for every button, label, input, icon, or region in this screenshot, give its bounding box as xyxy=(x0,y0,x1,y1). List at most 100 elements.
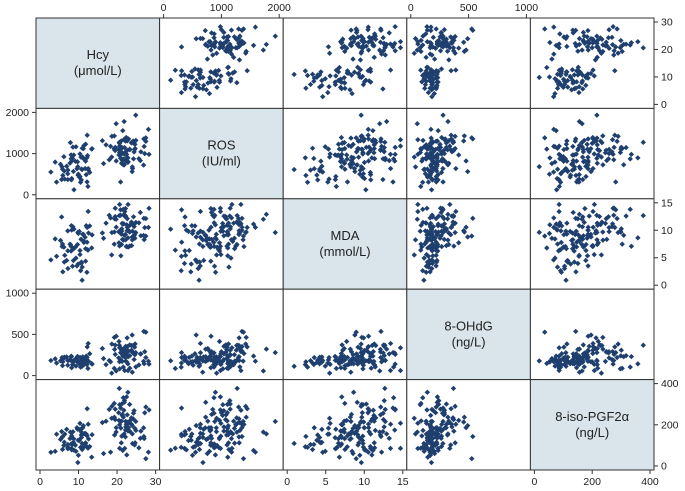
scatter-point xyxy=(423,263,430,269)
scatter-point xyxy=(370,407,377,413)
scatter-point xyxy=(365,424,372,431)
scatter-point xyxy=(315,177,321,183)
scatter-point xyxy=(594,349,600,356)
scatter-point xyxy=(303,433,309,440)
scatter-point xyxy=(119,220,125,227)
scatter-point xyxy=(113,121,119,127)
scatter-point xyxy=(579,154,586,160)
scatter-point xyxy=(316,434,323,441)
y-tick-label: 1000 xyxy=(6,148,30,160)
scatter-point xyxy=(336,454,343,460)
scatter-point xyxy=(365,333,372,339)
scatter-point xyxy=(212,212,218,218)
scatter-point xyxy=(342,400,348,407)
scatter-point xyxy=(89,232,95,238)
scatter-point xyxy=(338,365,344,371)
scatter-point xyxy=(109,154,115,160)
scatter-point xyxy=(233,219,240,225)
scatter-point xyxy=(214,84,220,91)
scatter-point xyxy=(602,358,609,365)
scatter-point xyxy=(342,365,348,372)
scatter-point xyxy=(628,353,635,360)
scatter-point xyxy=(564,138,570,144)
scatter-point xyxy=(450,385,457,392)
scatter-point xyxy=(347,87,353,93)
scatter-point xyxy=(377,368,383,374)
scatter-point xyxy=(291,363,297,369)
scatter-point xyxy=(118,253,124,259)
scatter-point xyxy=(564,231,570,237)
scatter-point xyxy=(361,424,367,431)
scatter-point xyxy=(373,415,379,421)
scatter-point xyxy=(106,357,112,364)
scatter-point xyxy=(368,365,374,371)
scatter-point xyxy=(435,68,441,75)
scatter-point xyxy=(178,89,185,96)
scatter-point xyxy=(218,27,225,33)
scatter-point xyxy=(208,209,215,216)
scatter-point xyxy=(640,342,646,348)
scatter-point xyxy=(78,154,84,160)
scatter-point xyxy=(437,425,443,432)
scatter-point xyxy=(444,432,451,438)
scatter-point xyxy=(178,44,185,50)
scatter-point xyxy=(77,179,84,185)
scatter-point xyxy=(420,219,426,226)
scatter-point xyxy=(70,429,76,435)
scatter-point xyxy=(227,226,233,232)
scatter-point xyxy=(428,436,435,443)
scatter-point xyxy=(122,231,129,238)
scatter-point xyxy=(73,448,79,454)
scatter-point xyxy=(573,269,579,275)
scatter-point xyxy=(218,73,224,79)
scatter-point xyxy=(576,253,582,259)
scatter-point xyxy=(444,216,451,222)
scatter-point xyxy=(377,121,383,127)
scatter-point xyxy=(211,243,217,250)
scatter-point xyxy=(348,361,354,367)
scatter-point xyxy=(143,215,149,222)
scatter-point xyxy=(440,165,446,172)
scatter-point xyxy=(433,259,440,265)
scatter-point xyxy=(145,224,152,231)
scatter-point xyxy=(77,251,83,258)
y-tick-label: 15 xyxy=(661,197,673,209)
scatter-point xyxy=(390,405,396,411)
scatter-point xyxy=(116,201,123,208)
scatter-point xyxy=(451,146,457,153)
scatter-point xyxy=(433,73,439,79)
scatter-point xyxy=(635,235,641,241)
scatter-point xyxy=(119,412,125,419)
scatter-point xyxy=(361,175,368,182)
scatter-point xyxy=(80,423,87,429)
scatter-point xyxy=(182,214,188,220)
scatter-point xyxy=(129,168,135,175)
x-tick-label: 0 xyxy=(284,476,290,488)
scatter-point xyxy=(77,354,83,361)
scatter-cell xyxy=(282,379,408,471)
scatter-point xyxy=(133,112,139,118)
scatter-point xyxy=(423,156,429,162)
scatter-point xyxy=(79,277,85,283)
scatter-point xyxy=(60,172,66,179)
scatter-point xyxy=(332,446,339,452)
scatter-point xyxy=(311,425,317,431)
scatter-point xyxy=(131,232,138,238)
scatter-point xyxy=(82,440,89,446)
scatter-point xyxy=(418,183,424,190)
scatter-point xyxy=(333,73,339,79)
scatter-point xyxy=(53,179,60,185)
scatter-point xyxy=(237,427,243,434)
scatter-point xyxy=(574,179,580,185)
scatter-point xyxy=(57,358,64,364)
scatter-point xyxy=(227,205,233,211)
scatter-point xyxy=(65,228,71,234)
scatter-point xyxy=(325,425,332,431)
diagonal-cell-mda xyxy=(282,198,408,290)
scatter-point xyxy=(350,352,356,358)
scatter-point xyxy=(442,424,448,431)
scatter-point xyxy=(556,345,562,351)
scatter-point xyxy=(419,433,425,439)
scatter-point xyxy=(140,162,147,168)
scatter-point xyxy=(122,353,129,360)
